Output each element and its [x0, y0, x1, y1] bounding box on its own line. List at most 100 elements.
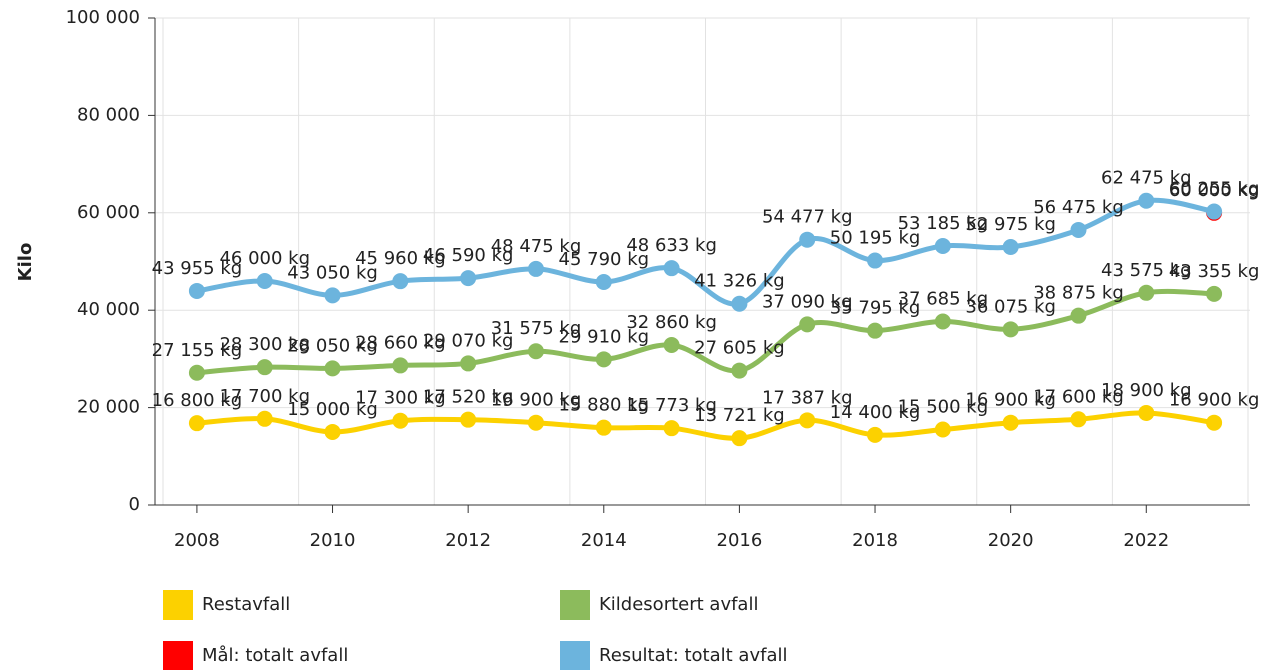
- data-label: 52 975 kg: [965, 214, 1056, 235]
- data-label: 17 520 kg: [423, 387, 514, 408]
- data-label: 17 387 kg: [762, 387, 853, 408]
- legend-swatch: [163, 590, 193, 620]
- point: [460, 355, 477, 372]
- point: [731, 295, 748, 312]
- data-label: 43 575 kg: [1101, 260, 1192, 281]
- point: [595, 274, 612, 291]
- data-label: 46 590 kg: [423, 245, 514, 266]
- point: [1138, 284, 1155, 301]
- point: [1206, 285, 1223, 302]
- point: [595, 351, 612, 368]
- point: [934, 237, 951, 254]
- data-label: 53 185 kg: [898, 213, 989, 234]
- y-tick-label: 20 000: [77, 397, 140, 418]
- data-label: 62 475 kg: [1101, 168, 1192, 189]
- point: [527, 343, 544, 360]
- x-tick-label: 2016: [717, 530, 763, 551]
- point: [392, 273, 409, 290]
- y-tick-label: 100 000: [66, 7, 140, 28]
- point: [527, 260, 544, 277]
- data-label: 43 355 kg: [1169, 261, 1260, 282]
- point: [1070, 411, 1087, 428]
- point: [1138, 192, 1155, 209]
- x-tick-label: 2010: [310, 530, 356, 551]
- point: [324, 287, 341, 304]
- data-label: 16 900 kg: [491, 390, 582, 411]
- x-tick-label: 2012: [445, 530, 491, 551]
- data-label: 32 860 kg: [626, 312, 717, 333]
- data-label: 28 050 kg: [287, 335, 378, 356]
- data-label: 43 050 kg: [287, 262, 378, 283]
- data-label: 48 475 kg: [491, 236, 582, 257]
- data-label: 17 600 kg: [1033, 386, 1124, 407]
- point: [1002, 414, 1019, 431]
- point: [188, 415, 205, 432]
- point: [1206, 203, 1223, 220]
- point: [1002, 239, 1019, 256]
- point: [256, 359, 273, 376]
- data-label: 45 790 kg: [559, 249, 650, 270]
- data-label: 15 500 kg: [898, 397, 989, 418]
- legend-swatch: [163, 641, 193, 670]
- x-tick-label: 2018: [852, 530, 898, 551]
- data-label: 31 575 kg: [491, 318, 582, 339]
- data-label: 45 960 kg: [355, 248, 446, 269]
- data-label: 38 875 kg: [1033, 283, 1124, 304]
- legend-label: Kildesortert avfall: [599, 594, 758, 615]
- data-label: 15 000 kg: [287, 399, 378, 420]
- data-label: 29 910 kg: [559, 326, 650, 347]
- point: [460, 411, 477, 428]
- point: [867, 426, 884, 443]
- y-tick-label: 40 000: [77, 299, 140, 320]
- data-label: 28 660 kg: [355, 332, 446, 353]
- legend-swatch: [560, 641, 590, 670]
- point: [256, 272, 273, 289]
- point: [527, 414, 544, 431]
- point: [1206, 414, 1223, 431]
- data-label: 43 955 kg: [152, 258, 243, 279]
- y-tick-label: 0: [129, 494, 140, 515]
- point: [1138, 404, 1155, 421]
- point: [934, 313, 951, 330]
- point: [188, 364, 205, 381]
- data-label: 37 685 kg: [898, 288, 989, 309]
- point: [731, 430, 748, 447]
- data-label: 27 155 kg: [152, 340, 243, 361]
- data-label: 60 255 kg: [1169, 179, 1260, 200]
- point: [324, 423, 341, 440]
- data-label: 18 900 kg: [1101, 380, 1192, 401]
- point: [324, 360, 341, 377]
- point: [799, 316, 816, 333]
- x-tick-label: 2008: [174, 530, 220, 551]
- data-label: 50 195 kg: [830, 228, 921, 249]
- data-label: 13 721 kg: [694, 405, 785, 426]
- legend-swatch: [560, 590, 590, 620]
- data-label: 37 090 kg: [762, 291, 853, 312]
- y-axis-label: Kilo: [15, 243, 36, 282]
- point: [731, 362, 748, 379]
- y-tick-label: 80 000: [77, 104, 140, 125]
- data-label: 16 800 kg: [152, 390, 243, 411]
- data-label: 60 000 kg: [1169, 180, 1260, 201]
- point: [799, 412, 816, 429]
- data-label: 29 070 kg: [423, 330, 514, 351]
- data-label: 56 475 kg: [1033, 197, 1124, 218]
- point: [663, 260, 680, 277]
- point: [1002, 321, 1019, 338]
- point: [188, 282, 205, 299]
- legend-label: Resultat: totalt avfall: [599, 645, 787, 666]
- data-label: 54 477 kg: [762, 207, 853, 228]
- data-label: 35 795 kg: [830, 298, 921, 319]
- x-tick-label: 2020: [988, 530, 1034, 551]
- point: [392, 412, 409, 429]
- point: [595, 419, 612, 436]
- legend-label: Restavfall: [202, 594, 290, 615]
- point: [867, 322, 884, 339]
- point: [867, 252, 884, 269]
- legend-label: Mål: totalt avfall: [202, 645, 348, 666]
- point: [256, 410, 273, 427]
- point: [663, 420, 680, 437]
- data-label: 48 633 kg: [626, 235, 717, 256]
- series-line: [196, 197, 1215, 307]
